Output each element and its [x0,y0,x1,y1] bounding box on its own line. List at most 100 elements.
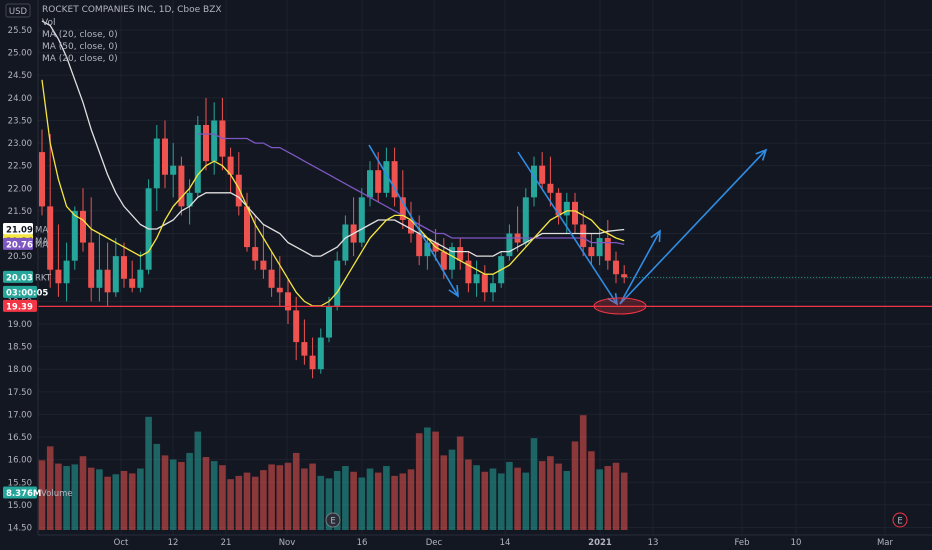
candle-body [588,247,595,257]
volume-bar [63,466,70,530]
earnings-marker[interactable]: E [892,512,908,528]
volume-bar [489,468,497,530]
volume-bar [120,470,128,530]
earnings-marker[interactable]: E [325,512,341,528]
candle [522,188,529,248]
volume-bar [178,461,185,530]
price-badge: 20.03 RKT [3,270,52,283]
candle-body [367,170,373,198]
volume-bar [612,462,620,530]
candle-body [621,274,628,278]
indicator-ma-2[interactable]: MA (50, close, 0) [42,42,118,52]
candle-body [137,269,144,288]
legend[interactable]: ROCKET COMPANIES INC, 1D, Cboe BZX Vol M… [42,5,222,64]
price-badge-box [3,237,33,250]
volume-bar [153,443,161,530]
volume-bar [383,466,390,530]
price-badges: 21.09MA20.84MA20.76MA20.03RKT03:00:0519.… [3,222,73,499]
x-tick-label: 2021 [588,538,612,548]
candle-body [88,242,95,288]
candle-body [162,138,168,175]
y-tick-label: 17.00 [8,410,32,420]
candle [88,197,95,302]
volume-bars [38,415,628,530]
indicator-ma-1[interactable]: MA (20, close, 0) [42,30,118,40]
candle-body [203,124,209,162]
volume-bar [620,472,628,530]
volume-bar [46,446,54,530]
candle-body [457,247,464,261]
candle [621,265,628,284]
chart-title: ROCKET COMPANIES INC, 1D, Cboe BZX [42,5,222,15]
candle-body [39,152,45,207]
candle [613,251,619,284]
candle-body [383,161,390,193]
volume-bar [309,463,316,530]
volume-bar [440,455,448,530]
x-tick-label: 14 [500,538,511,548]
price-badge: 21.09 MA [3,222,48,235]
candle-body [55,269,62,284]
candle-body [309,355,316,370]
candle [211,102,218,175]
candle [153,124,160,211]
volume-bar [227,479,234,530]
indicator-vol[interactable]: Vol [42,18,55,28]
candle-body [334,260,341,306]
volume-bar [579,415,587,530]
volume-bar [391,475,398,530]
x-tick-label: Nov [279,538,296,548]
volume-bar [399,473,407,530]
trend-drawings[interactable] [38,144,932,315]
candle [112,238,119,297]
earnings-marker-label: E [897,517,902,527]
candle-body [563,201,570,216]
candle [235,152,242,216]
volume-badge-label: Volume [41,489,73,499]
candle-body [129,278,136,288]
candle [367,161,373,207]
candle-body [416,233,423,257]
currency-text: USD [9,7,28,17]
y-tick-label: 25.50 [8,26,32,36]
candle-body [194,124,201,193]
volume-bar [292,452,300,530]
candle-body [276,287,283,293]
volume-bar [547,456,554,530]
volume-bar [71,464,79,530]
projection-arrow-1 [619,230,661,305]
trend-arrow-2 [517,151,618,305]
candle [342,215,349,266]
volume-bar [251,476,259,530]
candle [531,156,537,207]
candle [547,156,554,207]
candle [539,152,546,189]
candle-body [449,247,455,270]
price-badge-value: 20.03 [6,273,33,283]
candle [309,337,316,379]
candle-body [104,269,111,293]
indicator-ma-3[interactable]: MA (20, close, 0) [42,54,118,64]
candle-body [301,342,308,356]
candle-body [440,251,447,270]
price-badge-box [3,299,37,312]
earnings-marker-label: E [330,517,335,527]
price-badge-value: 20.76 [6,240,33,250]
volume-bar [588,451,595,530]
candle-body [47,206,54,270]
candle-body [572,201,578,225]
price-badge-box [3,270,33,283]
trend-arrow-1-head [448,284,459,298]
candle-body [235,174,242,207]
candle [408,201,414,243]
candle-body [326,305,332,338]
candle [194,115,201,198]
candle-body [399,197,406,220]
trend-arrow-2-head [607,292,619,306]
candle [145,179,152,275]
candle-body [408,219,414,234]
candle [416,215,423,266]
candle [55,224,62,297]
candle-body [473,274,480,284]
